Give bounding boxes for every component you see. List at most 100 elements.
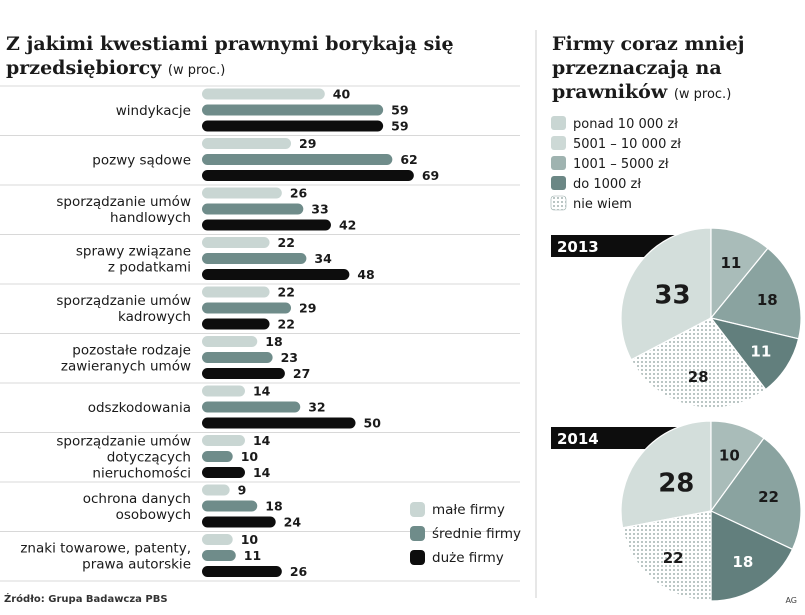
- category-label: odszkodowania: [88, 400, 191, 416]
- source-note: Źródło: Grupa Badawcza PBS: [4, 594, 168, 605]
- bar-du-e-firmy-4: [202, 269, 350, 280]
- pie-year-label: 2013: [557, 238, 599, 256]
- bar-value-label: 32: [308, 400, 325, 415]
- legend-label: średnie firmy: [432, 526, 521, 542]
- pie-slice-2013-3: [709, 247, 802, 340]
- bar-value-label: 14: [253, 384, 271, 399]
- category-label: z podatkami: [108, 260, 191, 276]
- pie-value-label: 11: [750, 342, 771, 360]
- pie-slice-2014-1: [620, 420, 712, 529]
- bar-value-label: 26: [290, 186, 308, 201]
- right-title-text: Firmy coraz mniej przeznaczają na prawni…: [552, 33, 745, 103]
- category-label: sprawy związane: [76, 244, 191, 260]
- category-label: pozostałe rodzaje: [72, 343, 191, 359]
- bar-value-label: 42: [339, 218, 356, 233]
- category-label: osobowych: [116, 507, 191, 523]
- pie-value-label: 28: [688, 368, 709, 386]
- pie-value-label: 18: [732, 553, 753, 571]
- bar-rednie-firmy-5: [202, 302, 292, 314]
- category-label: zawieranych umów: [61, 359, 191, 375]
- pie-legend: ponad 10 000 zł 5001 – 10 000 zł 1001 – 50…: [550, 116, 681, 212]
- left-chart-title: Z jakimi kwestiami prawnymi borykają się…: [6, 32, 526, 83]
- pie-value-label: 11: [720, 254, 741, 272]
- bar-value-label: 10: [241, 449, 259, 464]
- category-label: sporządzanie umów: [56, 293, 191, 309]
- pie-value-label: 22: [758, 488, 779, 506]
- pie-slice-2014-4: [710, 510, 794, 602]
- pie-value-label: 18: [757, 291, 778, 309]
- bar-ma-e-firmy-1: [202, 88, 325, 100]
- pie-value-label: 28: [658, 468, 694, 498]
- bar-value-label: 40: [333, 87, 351, 102]
- category-label: prawa autorskie: [82, 557, 191, 573]
- legend-swatch-du-e-firmy: [410, 550, 425, 565]
- category-label: ochrona danych: [83, 491, 191, 507]
- bar-value-label: 14: [253, 465, 271, 480]
- category-label: znaki towarowe, patenty,: [20, 541, 191, 557]
- category-label: handlowych: [110, 210, 191, 226]
- bar-rednie-firmy-3: [202, 203, 304, 215]
- bar-rednie-firmy-4: [202, 253, 307, 264]
- bar-ma-e-firmy-8: [202, 435, 245, 446]
- bar-ma-e-firmy-2: [202, 138, 292, 149]
- left-title-unit: (w proc.): [167, 63, 226, 78]
- bar-ma-e-firmy-6: [202, 336, 258, 347]
- bar-value-label: 50: [364, 416, 382, 431]
- pie-slice-2013-5: [630, 317, 767, 409]
- pie-legend-label: do 1000 zł: [573, 177, 641, 192]
- bar-value-label: 59: [391, 119, 408, 134]
- legend-swatch-rednie-firmy: [410, 526, 425, 541]
- bar-value-label: 10: [241, 532, 259, 547]
- bar-du-e-firmy-5: [202, 318, 270, 330]
- bar-value-label: 11: [244, 548, 261, 563]
- pie-legend-label: nie wiem: [573, 197, 632, 212]
- bar-legend: małe firmy średnie firmy duże firmy: [410, 502, 521, 566]
- bar-ma-e-firmy-4: [202, 237, 270, 248]
- legend-label: małe firmy: [432, 502, 505, 518]
- bar-rednie-firmy-6: [202, 352, 273, 363]
- pie-value-label: 33: [654, 281, 690, 311]
- category-label: kadrowych: [118, 309, 191, 325]
- bar-rednie-firmy-2: [202, 154, 393, 165]
- legend-label: duże firmy: [432, 550, 504, 566]
- category-label: sporządzanie umów: [56, 434, 191, 450]
- bar-du-e-firmy-8: [202, 467, 245, 478]
- bar-du-e-firmy-10: [202, 566, 282, 577]
- bar-du-e-firmy-7: [202, 417, 356, 429]
- bar-value-label: 29: [299, 136, 316, 151]
- category-label: dotyczących: [107, 450, 191, 466]
- left-title-text: Z jakimi kwestiami prawnymi borykają się…: [6, 33, 454, 79]
- legend-swatch-ma-e-firmy: [410, 502, 425, 517]
- author-credit: AG: [785, 596, 797, 605]
- bar-value-label: 69: [422, 168, 439, 183]
- bar-value-label: 14: [253, 433, 271, 448]
- pie-slice-2014-5: [621, 510, 712, 602]
- bar-value-label: 62: [400, 152, 417, 167]
- bar-rednie-firmy-10: [202, 550, 236, 561]
- bar-ma-e-firmy-3: [202, 187, 282, 199]
- bar-ma-e-firmy-10: [202, 534, 233, 545]
- bar-du-e-firmy-6: [202, 368, 285, 379]
- bar-ma-e-firmy-5: [202, 286, 270, 298]
- right-title-unit: (w proc.): [673, 87, 732, 102]
- pie-legend-label: 5001 – 10 000 zł: [573, 137, 681, 152]
- category-label: windykacje: [116, 103, 191, 119]
- bar-value-label: 27: [293, 366, 310, 381]
- right-chart-title: Firmy coraz mniej przeznaczają na prawni…: [552, 32, 802, 107]
- category-label: sporządzanie umów: [56, 194, 191, 210]
- category-label: nieruchomości: [92, 466, 191, 482]
- bar-rednie-firmy-9: [202, 500, 258, 512]
- pie-legend-swatch: [551, 116, 566, 130]
- bar-value-label: 18: [265, 499, 282, 514]
- bar-value-label: 22: [278, 317, 295, 332]
- bar-rednie-firmy-7: [202, 401, 301, 413]
- bar-value-label: 18: [265, 334, 282, 349]
- pie-year-label: 2014: [557, 430, 599, 448]
- bar-rednie-firmy-8: [202, 451, 233, 462]
- bar-value-label: 9: [238, 483, 247, 498]
- bar-value-label: 22: [278, 235, 295, 250]
- bar-du-e-firmy-2: [202, 170, 414, 181]
- pie-legend-swatch: [551, 136, 566, 150]
- pie-legend-label: 1001 – 5000 zł: [573, 157, 669, 172]
